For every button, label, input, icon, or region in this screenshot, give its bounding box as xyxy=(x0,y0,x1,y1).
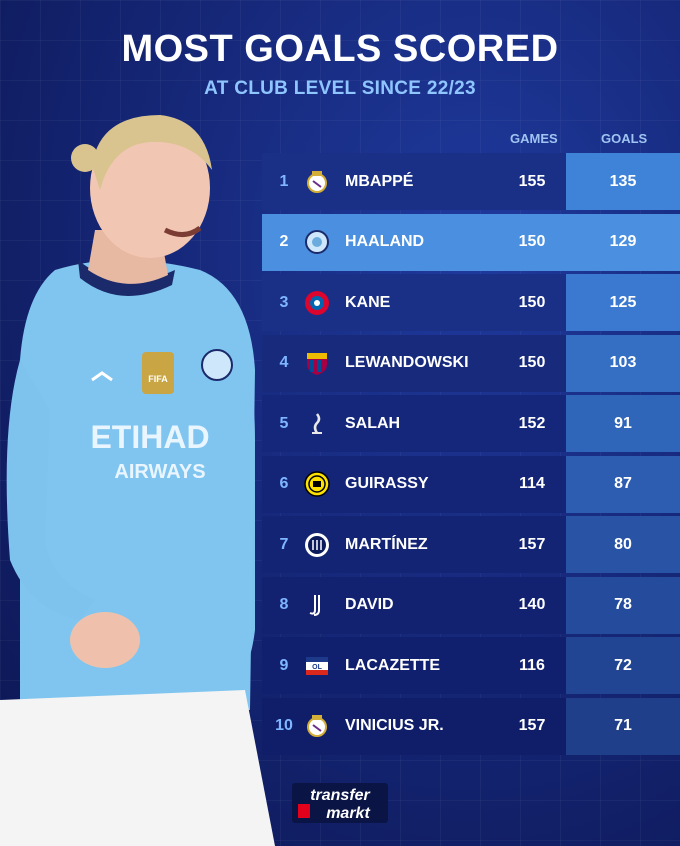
player-name: DAVID xyxy=(345,596,394,613)
shirt-sponsor-text: ETIHAD xyxy=(90,419,209,455)
table-row: 10 VINICIUS JR. 157 71 xyxy=(262,697,680,755)
rank: 7 xyxy=(279,535,289,553)
juventus-crest-icon xyxy=(309,595,320,616)
logo-text-top: transfer xyxy=(310,787,370,804)
rank: 6 xyxy=(279,475,289,492)
table-row: 6 GUIRASSY 114 87 xyxy=(262,455,680,513)
player-name: KANE xyxy=(345,293,391,311)
games-value: 155 xyxy=(518,172,546,190)
page-title: MOST GOALS SCORED xyxy=(121,28,559,70)
games-column-header: GAMES xyxy=(510,131,558,146)
table-row: 4 LEWANDOWSKI 150 103 xyxy=(262,334,680,392)
goals-value: 72 xyxy=(614,656,632,674)
table-row: 3 KANE 150 125 xyxy=(262,274,680,331)
games-value: 157 xyxy=(518,535,546,553)
table-row: 1 MBAPPÉ 155 135 xyxy=(262,153,680,210)
player-name: MARTÍNEZ xyxy=(345,535,428,553)
games-value: 116 xyxy=(519,656,545,674)
rank: 1 xyxy=(279,172,289,190)
ranking-table: 1 MBAPPÉ 155 135 2 HAALAND 150 129 3 KAN… xyxy=(262,153,680,758)
games-value: 157 xyxy=(518,717,546,734)
liverpool-crest-icon xyxy=(312,412,322,434)
goals-value: 78 xyxy=(614,596,632,613)
inter-crest-icon xyxy=(305,532,329,557)
svg-text:OL: OL xyxy=(312,664,322,671)
rank: 10 xyxy=(275,717,293,734)
real-madrid-crest-icon xyxy=(307,715,327,737)
player-name: MBAPPÉ xyxy=(345,172,414,190)
games-value: 150 xyxy=(518,293,546,311)
goals-value: 80 xyxy=(614,535,632,553)
bayern-crest-icon xyxy=(305,290,329,315)
games-value: 150 xyxy=(518,233,546,250)
goals-value: 91 xyxy=(614,414,632,432)
player-name: LEWANDOWSKI xyxy=(345,354,469,371)
rank: 2 xyxy=(279,233,289,250)
lyon-crest-icon: OL xyxy=(306,656,328,675)
man-city-crest-icon xyxy=(305,230,329,254)
page-subtitle: AT CLUB LEVEL SINCE 22/23 xyxy=(204,78,476,99)
goals-value: 129 xyxy=(609,233,637,250)
goals-value: 71 xyxy=(614,717,632,734)
goals-column-header: GOALS xyxy=(601,131,648,146)
games-value: 114 xyxy=(519,475,545,492)
table-row: 9 OL LACAZETTE 116 72 xyxy=(262,637,680,694)
rank: 3 xyxy=(279,293,289,311)
player-image: ETIHAD AIRWAYS FIFA xyxy=(0,115,275,846)
games-value: 140 xyxy=(518,596,546,613)
table-row: 2 HAALAND 150 129 xyxy=(262,213,680,271)
shirt-sponsor-subtext: AIRWAYS xyxy=(114,461,205,483)
table-row: 5 SALAH 152 91 xyxy=(262,395,680,452)
player-name: SALAH xyxy=(345,414,401,432)
logo-text-bottom: markt xyxy=(326,805,370,822)
fifa-badge-text: FIFA xyxy=(148,374,168,384)
real-madrid-crest-icon xyxy=(307,170,327,193)
player-name: HAALAND xyxy=(345,233,425,250)
goals-value: 125 xyxy=(609,293,637,311)
transfermarkt-logo: transfer markt xyxy=(292,783,388,823)
rank: 8 xyxy=(279,596,289,613)
goals-value: 87 xyxy=(614,475,632,492)
dortmund-crest-icon xyxy=(304,471,330,497)
games-value: 150 xyxy=(518,354,546,371)
player-name: GUIRASSY xyxy=(345,475,429,492)
goals-value: 103 xyxy=(609,354,637,371)
table-row: 7 MARTÍNEZ 157 80 xyxy=(262,516,680,573)
player-name: LACAZETTE xyxy=(345,656,441,674)
rank: 4 xyxy=(279,354,289,371)
games-value: 152 xyxy=(518,414,546,432)
goals-value: 135 xyxy=(609,172,637,190)
rank: 9 xyxy=(279,656,289,674)
rank: 5 xyxy=(279,414,289,432)
barcelona-crest-icon xyxy=(307,353,327,375)
table-row: 8 DAVID 140 78 xyxy=(262,576,680,634)
player-name: VINICIUS JR. xyxy=(345,717,444,734)
